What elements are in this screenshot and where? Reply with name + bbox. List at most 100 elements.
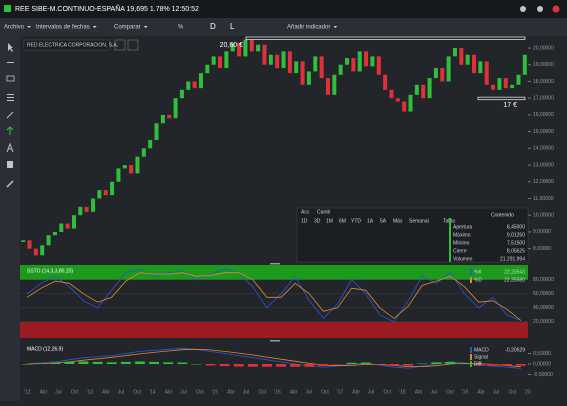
candle-body: [243, 39, 248, 57]
histogram-bar: [163, 362, 174, 364]
x-tick-label: '15: [212, 389, 219, 395]
refresh-button[interactable]: [114, 39, 126, 51]
chart-layer: 20,00000 19,00000 18,00000 17,00000 16,00000…: [20, 36, 554, 395]
histogram-bar: [417, 363, 428, 365]
candle-body: [287, 51, 292, 74]
legend-swatch: [470, 354, 472, 360]
row-value: 8,05625: [507, 248, 525, 254]
candle-body: [313, 56, 318, 72]
candle-body: [478, 61, 483, 74]
toolbar-items: Archivo Intervalos de fechas Comparar% D L Añ…: [4, 22, 338, 31]
legend-name: Signal: [474, 354, 488, 360]
toolbar-item[interactable]: Añadir indicador: [287, 25, 330, 31]
histogram-bar: [120, 361, 131, 364]
toolbar-item[interactable]: D: [210, 22, 216, 31]
arrow-tool[interactable]: [6, 126, 14, 135]
y-tick-label: 18,00000: [533, 79, 554, 85]
range-button[interactable]: YTD: [351, 218, 361, 224]
candle-body: [179, 89, 184, 99]
legend-value: -0,20629: [505, 347, 525, 353]
candle-body: [421, 84, 426, 99]
candle-body: [21, 240, 26, 242]
histogram-bar: [191, 364, 202, 365]
range-button[interactable]: 3D: [314, 218, 321, 224]
candle-body: [357, 51, 362, 72]
legend-swatch: [470, 269, 472, 275]
toolbar-item[interactable]: Archivo: [4, 25, 25, 31]
range-button[interactable]: Más: [393, 218, 403, 224]
line-tool[interactable]: [7, 62, 14, 63]
histogram-bar: [459, 363, 470, 365]
histogram-bar: [233, 364, 244, 367]
text-tool[interactable]: [6, 142, 14, 153]
candle-body: [522, 54, 527, 75]
candle-body: [135, 156, 140, 174]
x-tick-label: Jul: [305, 389, 311, 395]
y-tick-label: 20,00000: [533, 45, 554, 51]
candle-body: [370, 56, 375, 67]
toolbar-item[interactable]: Intervalos de fechas: [36, 25, 90, 31]
range-button[interactable]: 6M: [339, 218, 346, 224]
fib-tool[interactable]: [7, 94, 14, 95]
panel-tab[interactable]: Camb: [317, 209, 331, 215]
alert-icon[interactable]: [552, 5, 560, 13]
candle-body: [319, 56, 324, 79]
x-tick-label: Oct: [133, 389, 141, 395]
candle-body: [338, 64, 343, 75]
indicator-line: [26, 272, 522, 321]
symbol-name: RED ELECTRICA CORPORACION, S.A.: [27, 42, 118, 48]
legend-name: Diff: [474, 361, 482, 367]
pointer-tool[interactable]: [8, 43, 13, 52]
range-button[interactable]: 1D: [301, 218, 308, 224]
panel-splitter[interactable]: [270, 263, 280, 265]
toolbar-item[interactable]: L: [230, 22, 235, 31]
range-button[interactable]: 5A: [380, 218, 387, 224]
y-tick-label: 17,00000: [533, 96, 554, 102]
delete-tool[interactable]: [7, 161, 13, 168]
x-tick-label: '20: [524, 389, 531, 395]
content-label: Contenido: [491, 212, 514, 218]
toolbar-item[interactable]: %: [178, 25, 184, 31]
histogram-bar: [247, 364, 258, 367]
share-icon[interactable]: [537, 6, 543, 12]
zoom-button[interactable]: [127, 39, 139, 51]
candle-body: [345, 58, 350, 65]
panel-splitter[interactable]: [270, 340, 280, 342]
histogram-bar: [205, 364, 216, 366]
rect-tool[interactable]: [6, 75, 15, 82]
toolbar-item[interactable]: Comparar: [114, 25, 141, 31]
histogram-bar: [135, 361, 145, 364]
legend-swatch: [470, 347, 472, 353]
pen-tool[interactable]: [6, 111, 14, 119]
histogram-bar: [360, 362, 371, 364]
x-tick-label: Oct: [258, 389, 266, 395]
candle-body: [129, 165, 134, 174]
price-label: 20,60 €: [220, 42, 243, 49]
histogram-bar: [487, 364, 498, 366]
candle-body: [484, 61, 489, 85]
x-tick-label: Oct: [321, 389, 329, 395]
brush-tool[interactable]: [6, 180, 14, 188]
range-button[interactable]: 1A: [367, 218, 374, 224]
price-line: [245, 36, 526, 40]
candle-body: [414, 84, 419, 95]
candle-body: [262, 44, 267, 65]
oversold-zone: [20, 321, 528, 338]
candle-body: [325, 78, 330, 95]
candle-body: [198, 73, 203, 89]
settings-icon[interactable]: [520, 6, 526, 12]
candle-body: [446, 56, 451, 82]
legend-swatch: [470, 361, 472, 367]
dropdown-arrow: [143, 26, 148, 28]
y-tick-label: 12,00000: [533, 179, 554, 185]
candle-body: [27, 240, 32, 249]
app-icon: [4, 5, 11, 12]
range-button[interactable]: 1M: [326, 218, 333, 224]
candle-body: [408, 94, 413, 112]
range-button[interactable]: Semanal: [409, 218, 429, 224]
candle-body: [160, 114, 165, 124]
x-tick-label: '12: [24, 389, 31, 395]
indicator-name: MACD (12,26,9): [27, 346, 63, 352]
panel-tab[interactable]: Acc: [301, 209, 310, 215]
candle-body: [452, 48, 457, 57]
